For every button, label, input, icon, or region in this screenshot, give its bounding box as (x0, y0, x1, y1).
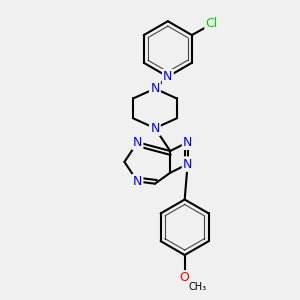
Text: CH₃: CH₃ (189, 282, 207, 292)
Text: Cl: Cl (206, 17, 218, 30)
Text: N: N (183, 136, 192, 149)
Text: N: N (150, 82, 160, 95)
Text: N: N (133, 175, 142, 188)
Text: N: N (163, 70, 172, 83)
Text: N: N (183, 158, 192, 171)
Text: N: N (133, 136, 142, 149)
Text: O: O (180, 271, 190, 284)
Text: N: N (150, 122, 160, 135)
